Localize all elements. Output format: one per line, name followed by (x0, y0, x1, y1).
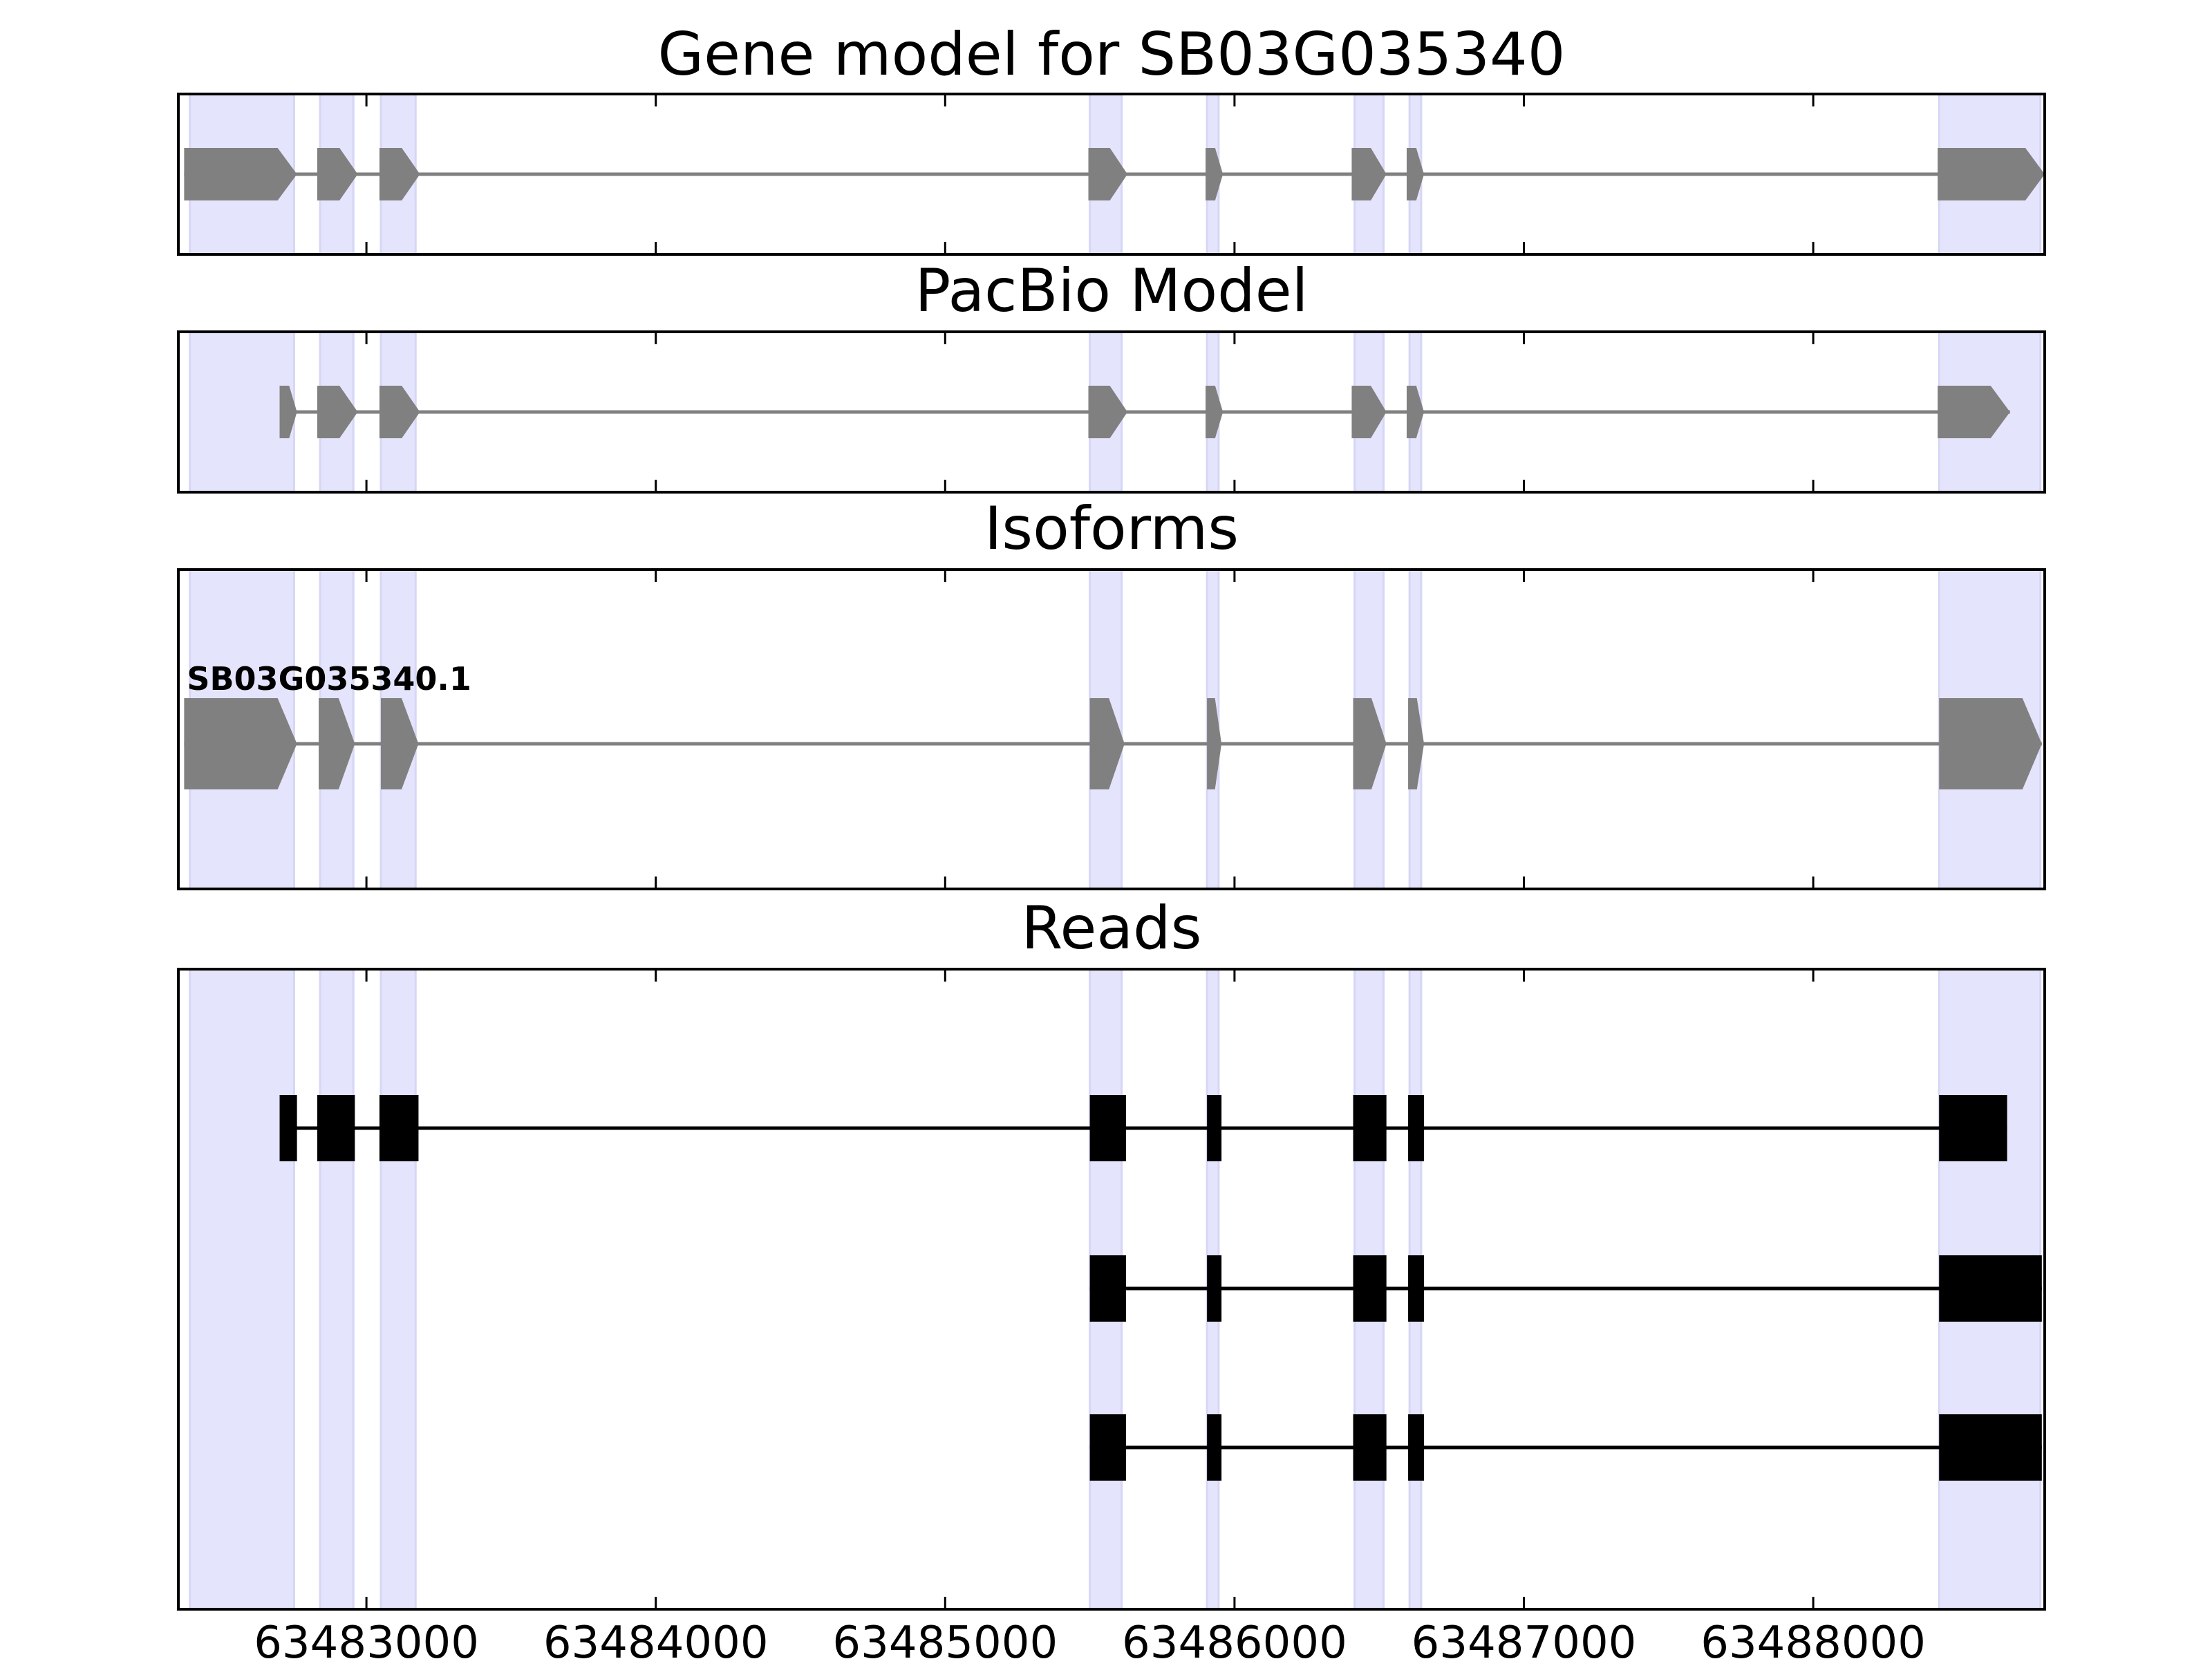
highlight-region (319, 968, 355, 1611)
read-exon (1939, 1255, 2042, 1322)
axes-frame (177, 93, 2046, 256)
exon-arrow (184, 148, 297, 200)
exon-arrow (317, 386, 358, 438)
read-exon (1353, 1414, 1387, 1481)
exon-arrow (1406, 386, 1425, 438)
exon-arrow (317, 148, 358, 200)
panel-title: Reads (1022, 894, 1202, 963)
panel-title: Isoforms (984, 494, 1239, 563)
exon-arrow (1206, 386, 1224, 438)
exon-arrow (381, 698, 419, 789)
panel-1: PacBio Model (177, 256, 2046, 494)
panel-title: Gene model for SB03G035340 (658, 20, 1566, 89)
exon-arrow (184, 698, 297, 789)
exon-arrow (1351, 148, 1387, 200)
transcript-track: SB03G035340.1 (184, 660, 2042, 789)
exon-arrow (1408, 698, 1425, 789)
read-exon (379, 1095, 419, 1161)
read-exon (1089, 1095, 1126, 1161)
exon-arrow (1353, 698, 1387, 789)
exon-arrow (1089, 698, 1125, 789)
axes-frame (177, 968, 2046, 1611)
read-track (279, 1095, 2007, 1161)
x-tick-label: 63484000 (543, 1618, 769, 1659)
read-exon (1207, 1414, 1222, 1481)
panel-0: Gene model for SB03G035340 (177, 20, 2046, 256)
read-exon (1939, 1414, 2042, 1481)
exon-arrow (1938, 148, 2045, 200)
exon-arrow (1207, 698, 1222, 789)
read-exon (279, 1095, 297, 1161)
read-exon (1939, 1095, 2007, 1161)
panel-title: PacBio Model (915, 256, 1308, 326)
read-exon (1207, 1255, 1222, 1322)
read-exon (1353, 1095, 1387, 1161)
read-track (1089, 1414, 2042, 1481)
read-exon (317, 1095, 355, 1161)
read-exon (1089, 1414, 1126, 1481)
read-track (1089, 1255, 2042, 1322)
axes-frame (177, 568, 2046, 890)
transcript-track (184, 148, 2045, 200)
exon-arrow (1406, 148, 1425, 200)
panel-2: Isoforms SB03G035340.1 (177, 494, 2046, 890)
x-tick-label: 63488000 (1700, 1618, 1926, 1659)
isoform-label: SB03G035340.1 (187, 660, 471, 697)
exon-arrow (1351, 386, 1387, 438)
exon-arrow (379, 148, 420, 200)
exon-arrow (1088, 386, 1128, 438)
highlight-region (189, 330, 295, 494)
read-exon (1408, 1095, 1425, 1161)
read-exon (1207, 1095, 1222, 1161)
x-tick-label: 63486000 (1122, 1618, 1347, 1659)
exon-arrow (319, 698, 355, 789)
x-tick-label: 63483000 (254, 1618, 479, 1659)
panel-3: Reads 63483000 63484000 63485000 63486000 634… (177, 894, 2046, 1659)
read-exon (1408, 1255, 1425, 1322)
exon-arrow (1938, 386, 2010, 438)
exon-arrow (1088, 148, 1128, 200)
exon-arrow (1939, 698, 2042, 789)
x-tick-label: 63487000 (1412, 1618, 1637, 1659)
read-exon (1089, 1255, 1126, 1322)
axes-frame (177, 330, 2046, 494)
exon-arrow (379, 386, 420, 438)
read-exon (1408, 1414, 1425, 1481)
transcript-track (279, 386, 2010, 438)
highlight-region (189, 968, 295, 1611)
read-exon (1353, 1255, 1387, 1322)
highlight-region (379, 968, 417, 1611)
x-tick-label: 63485000 (832, 1618, 1058, 1659)
exon-arrow (279, 386, 297, 438)
exon-arrow (1206, 148, 1224, 200)
